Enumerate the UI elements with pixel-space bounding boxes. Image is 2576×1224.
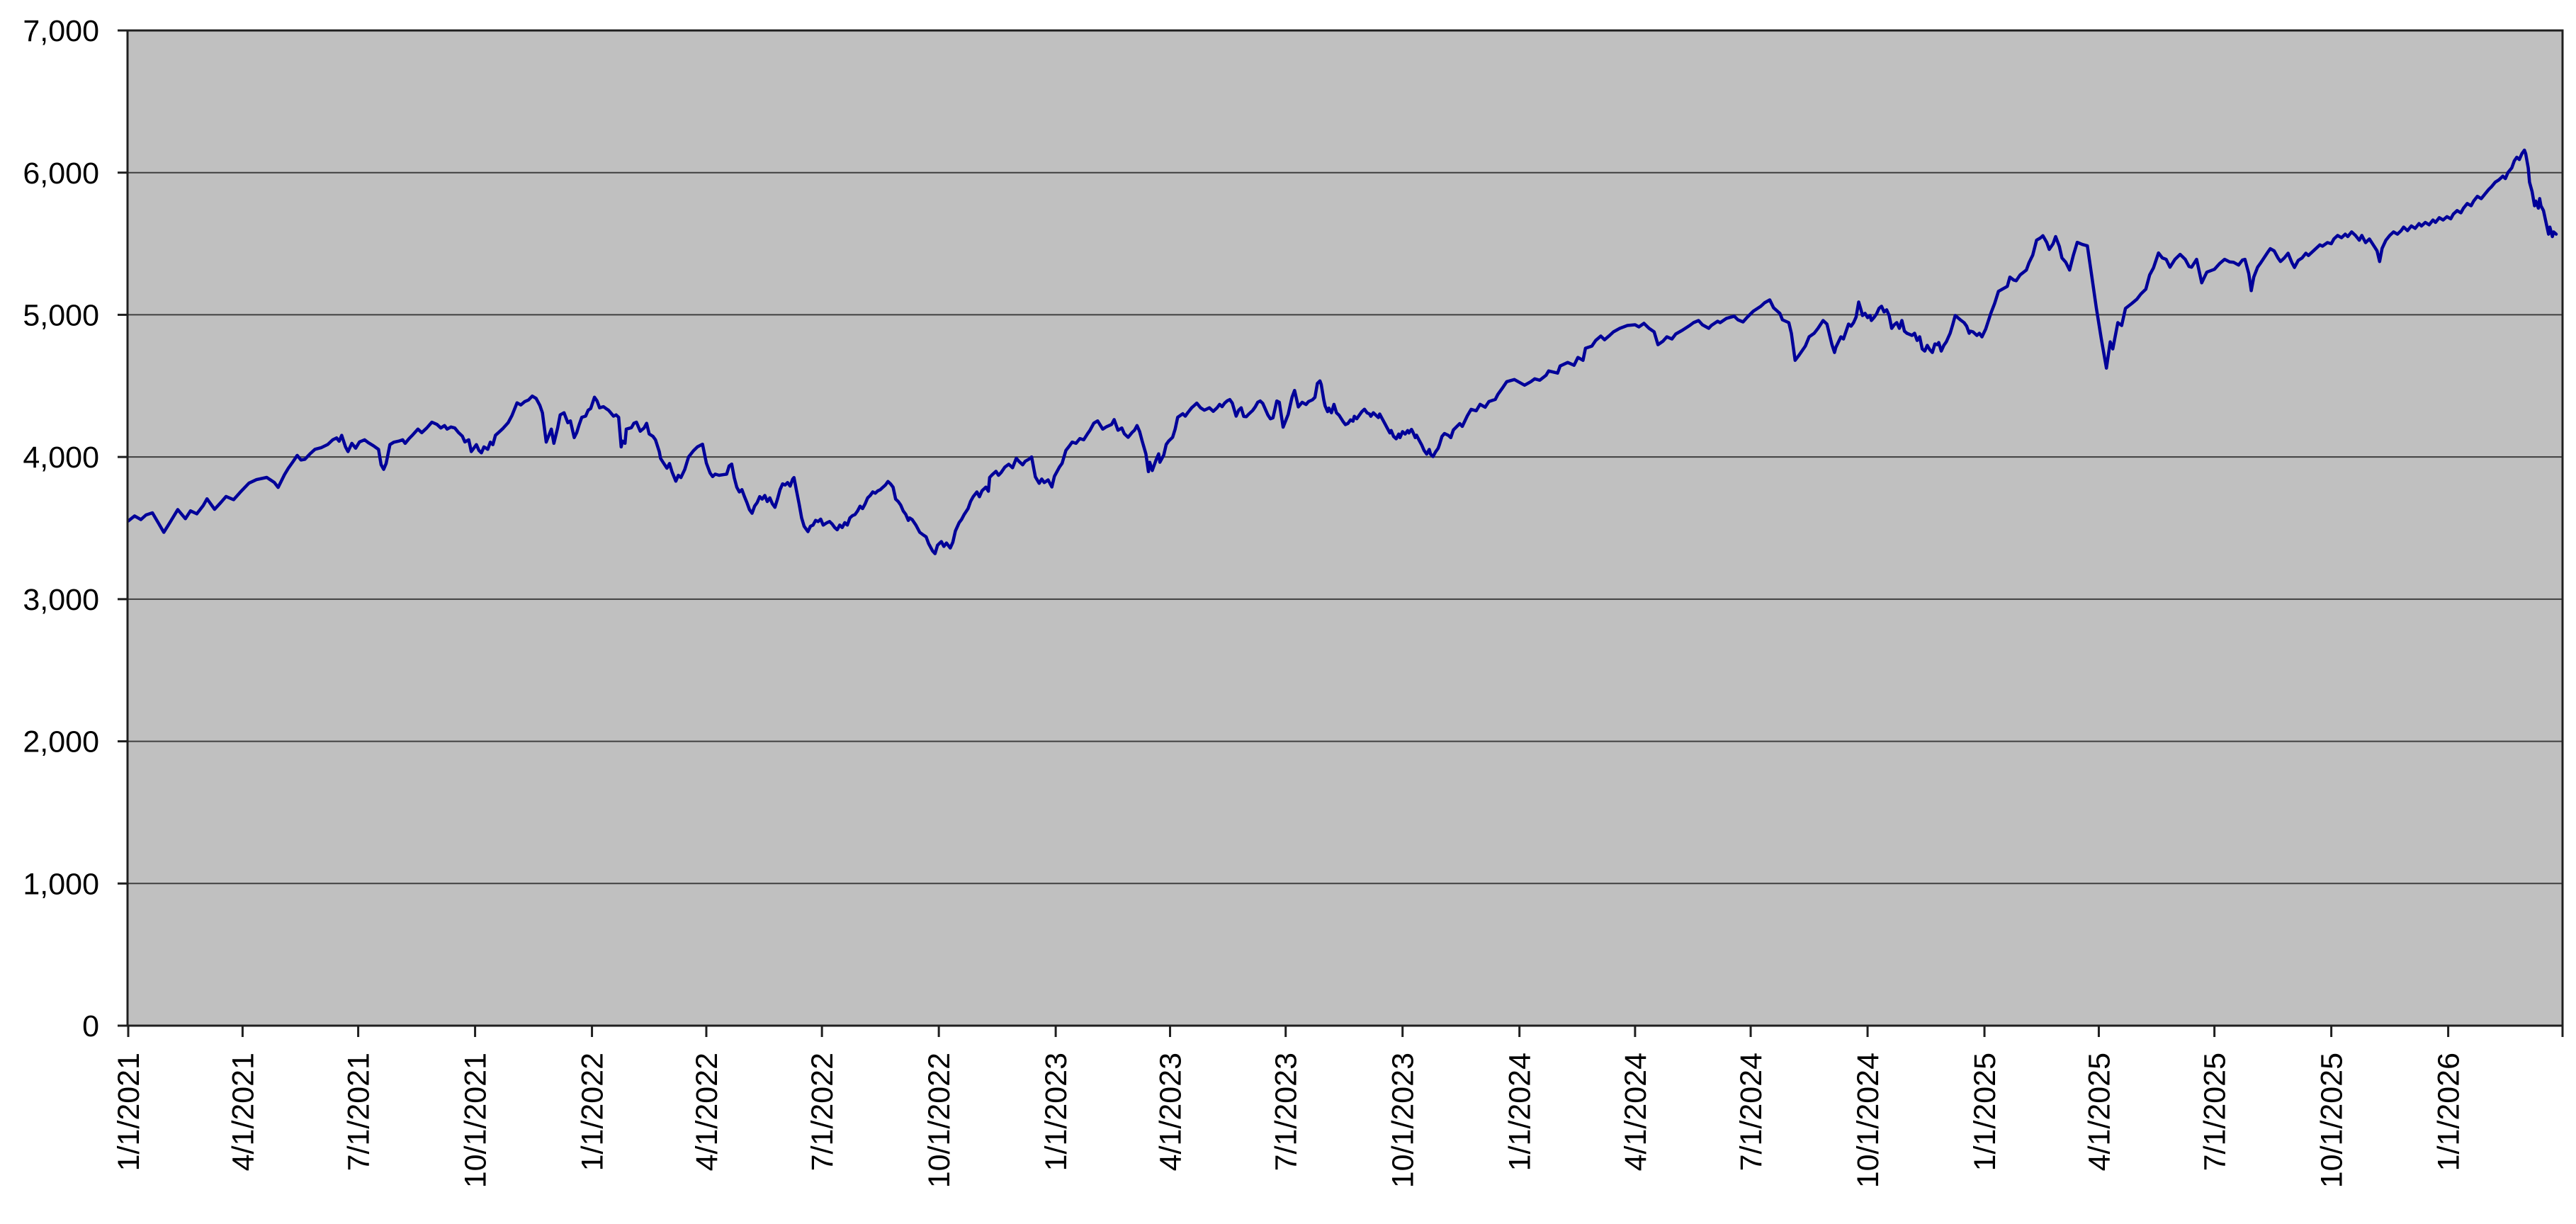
x-axis-label: 10/1/2023 [1386, 1053, 1420, 1188]
index-value-line [126, 148, 2558, 555]
y-axis-label: 6,000 [23, 157, 99, 191]
y-axis-label: 7,000 [23, 14, 99, 48]
y-axis-label: 2,000 [23, 725, 99, 759]
x-axis-label: 10/1/2021 [459, 1053, 493, 1188]
x-axis-label: 4/1/2022 [690, 1053, 724, 1171]
x-axis-label: 10/1/2025 [2315, 1053, 2349, 1188]
x-axis-label: 1/1/2024 [1503, 1053, 1537, 1171]
plot-background [128, 30, 2563, 1026]
x-axis-label: 10/1/2022 [922, 1053, 956, 1188]
x-axis-label: 1/1/2021 [112, 1053, 146, 1171]
horizontal-gridlines [128, 171, 2563, 885]
x-axis-label: 7/1/2021 [342, 1053, 376, 1171]
x-axis-label: 1/1/2023 [1039, 1053, 1073, 1171]
plot-area-border [126, 29, 2564, 1027]
x-axis-label: 1/1/2025 [1968, 1053, 2002, 1171]
x-axis-label: 7/1/2024 [1734, 1053, 1768, 1171]
x-axis-label: 4/1/2021 [226, 1053, 260, 1171]
y-axis-label: 1,000 [23, 867, 99, 901]
x-axis-label: 4/1/2023 [1154, 1053, 1188, 1171]
y-axis-label: 4,000 [23, 441, 99, 475]
x-axis-label: 4/1/2025 [2082, 1053, 2116, 1171]
y-axis-label: 5,000 [23, 298, 99, 332]
x-axis-labels: 1/1/2021 4/1/2021 7/1/2021 10/1/2021 1/1/202… [112, 1053, 2466, 1188]
x-axis-label: 4/1/2024 [1619, 1053, 1653, 1171]
y-axis-labels: 0 1,000 2,000 3,000 4,000 5,000 6,000 7,000 [23, 14, 99, 1043]
x-axis-label: 10/1/2024 [1851, 1053, 1885, 1188]
y-axis-label: 3,000 [23, 583, 99, 617]
y-axis-tick-marks [118, 29, 128, 1027]
x-axis-label: 1/1/2026 [2432, 1053, 2466, 1171]
y-axis-label: 0 [82, 1009, 99, 1043]
x-axis-label: 7/1/2023 [1270, 1053, 1304, 1171]
x-axis-label: 7/1/2025 [2198, 1053, 2232, 1171]
x-axis-tick-marks [127, 1026, 2564, 1037]
x-axis-label: 1/1/2022 [576, 1053, 610, 1171]
x-axis-label: 7/1/2022 [806, 1053, 840, 1171]
